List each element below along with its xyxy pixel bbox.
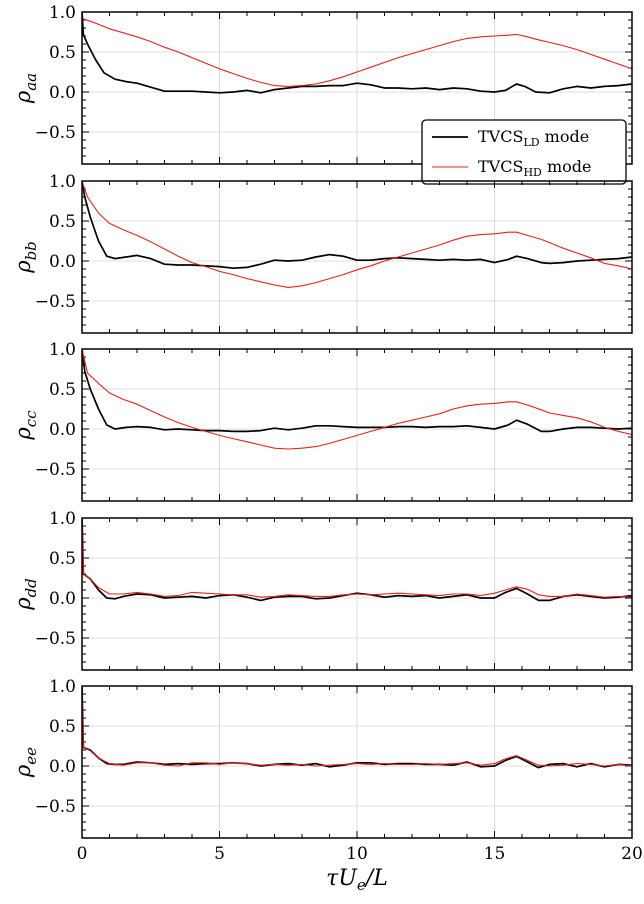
y-axis-label: ρee — [11, 747, 40, 778]
x-axis-label-base: τU — [326, 866, 358, 891]
panel-frame — [81, 517, 633, 671]
legend-entry-sub: HD — [523, 166, 542, 179]
y-tick-label: 0.5 — [49, 380, 76, 400]
legend-entry-base: TVCS — [478, 157, 523, 176]
panel-ee: 1.0 0.5 0.0 −0.5 ρee 0 5 10 15 20 τUe/L — [11, 677, 643, 894]
y-axis-label: ρdd — [11, 578, 40, 611]
y-axis-label: ρaa — [11, 73, 40, 104]
x-tick-label: 5 — [214, 844, 225, 864]
y-tick-label: 0.0 — [49, 757, 76, 777]
panel-frame — [81, 348, 633, 502]
panel-frame — [81, 685, 633, 839]
legend-entry-label: TVCSHD mode — [478, 157, 591, 179]
y-tick-label: 1.0 — [49, 172, 76, 192]
y-axis-label-base: ρ — [11, 260, 35, 274]
series-line-ld — [82, 518, 632, 602]
y-tick-label: 1.0 — [49, 340, 76, 360]
series-line-ld — [82, 349, 632, 433]
legend-entry-sub: LD — [523, 136, 539, 149]
y-tick-label: 1.0 — [49, 509, 76, 529]
y-tick-label: −0.5 — [35, 629, 76, 649]
legend-entry-base: TVCS — [478, 127, 523, 146]
y-tick-label: 1.0 — [49, 677, 76, 697]
y-tick-label: 0.0 — [49, 83, 76, 103]
series-line-hd — [82, 686, 632, 767]
y-tick-label: 0.5 — [49, 43, 76, 63]
x-tick-label: 15 — [484, 844, 506, 864]
y-tick-label: 1.0 — [49, 3, 76, 23]
series-line-ld — [82, 12, 632, 94]
y-axis-label-base: ρ — [11, 427, 35, 441]
x-tick-label: 0 — [77, 844, 88, 864]
x-axis-label: τUe/L — [326, 866, 388, 894]
y-tick-label: 0.5 — [49, 717, 76, 737]
x-tick-label: 20 — [621, 844, 643, 864]
legend-entry-suffix: mode — [540, 127, 590, 146]
y-axis-label-sub: aa — [22, 73, 40, 91]
panel-dd: 1.0 0.5 0.0 −0.5 ρdd — [11, 509, 633, 671]
series-line-hd — [82, 349, 632, 450]
y-axis-label-sub: dd — [22, 578, 40, 597]
panel-cc: 1.0 0.5 0.0 −0.5 ρcc — [11, 340, 633, 502]
legend-box — [421, 119, 627, 185]
panel-frame — [81, 11, 633, 165]
y-tick-label: 0.0 — [49, 252, 76, 272]
panel-bb: 1.0 0.5 0.0 −0.5 ρbb — [11, 172, 633, 334]
x-tick-label: 10 — [346, 844, 368, 864]
y-tick-label: −0.5 — [35, 292, 76, 312]
y-tick-label: −0.5 — [35, 460, 76, 480]
y-tick-label: −0.5 — [35, 797, 76, 817]
y-axis-label-base: ρ — [11, 90, 35, 104]
x-axis-label-sub: e — [357, 876, 366, 894]
y-axis-label: ρbb — [11, 241, 40, 274]
y-tick-label: −0.5 — [35, 123, 76, 143]
series-line-hd — [82, 181, 632, 288]
series-line-hd — [82, 518, 632, 598]
y-tick-label: 0.5 — [49, 549, 76, 569]
y-axis-label-sub: ee — [22, 747, 40, 765]
y-axis-label-base: ρ — [11, 764, 35, 778]
legend-entry-suffix: mode — [542, 157, 592, 176]
y-tick-label: 0.0 — [49, 589, 76, 609]
y-tick-label: 0.0 — [49, 420, 76, 440]
series-line-hd — [82, 17, 632, 87]
panel-frame — [81, 180, 633, 334]
x-axis-label-rest: /L — [364, 866, 388, 891]
y-axis-label-sub: cc — [22, 410, 40, 427]
y-axis-label: ρcc — [11, 410, 40, 441]
y-tick-label: 0.5 — [49, 212, 76, 232]
series-line-ld — [82, 181, 632, 270]
legend-entry-label: TVCSLD mode — [478, 127, 589, 149]
y-axis-label-base: ρ — [11, 597, 35, 611]
y-axis-label-sub: bb — [22, 241, 40, 260]
